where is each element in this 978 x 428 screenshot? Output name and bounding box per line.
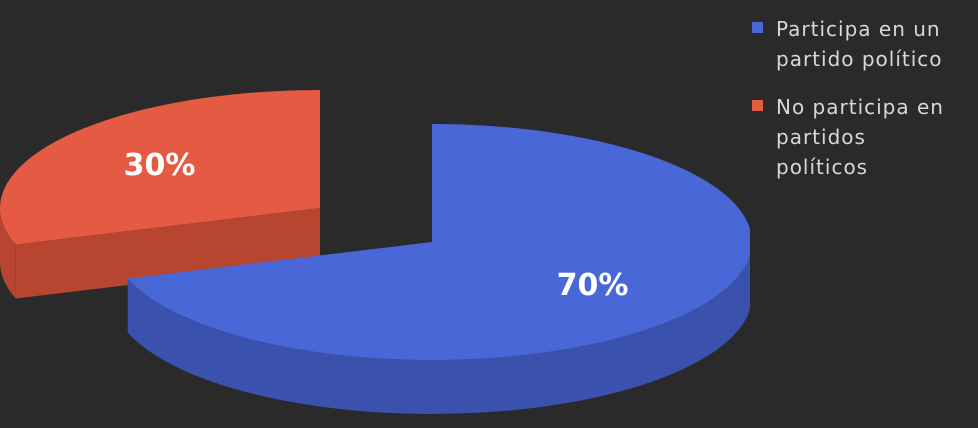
legend-item-participa: Participa en un partido político [752, 14, 978, 74]
legend-swatch-participa [752, 22, 763, 33]
pie-slice-0: 70% [127, 124, 750, 414]
pie-slice-side-0 [127, 254, 750, 414]
pie-slice-1: 30% [0, 90, 321, 299]
data-label-0: 70% [557, 268, 629, 303]
legend-label-participa: Participa en un partido político [776, 17, 943, 71]
pie-slice-top-1 [0, 90, 321, 245]
data-label-1: 30% [124, 148, 196, 183]
pie-slice-top-0 [127, 124, 750, 360]
legend: Participa en un partido político No part… [752, 14, 978, 200]
pie-slice-side-1 [0, 208, 16, 299]
legend-item-no-participa: No participa en partidos políticos [752, 92, 978, 182]
legend-label-no-participa: No participa en partidos políticos [776, 95, 944, 179]
pie-slice-edge-1 [15, 208, 320, 299]
legend-swatch-no-participa [752, 100, 763, 111]
pie-chart: 30% 70% [0, 90, 750, 414]
